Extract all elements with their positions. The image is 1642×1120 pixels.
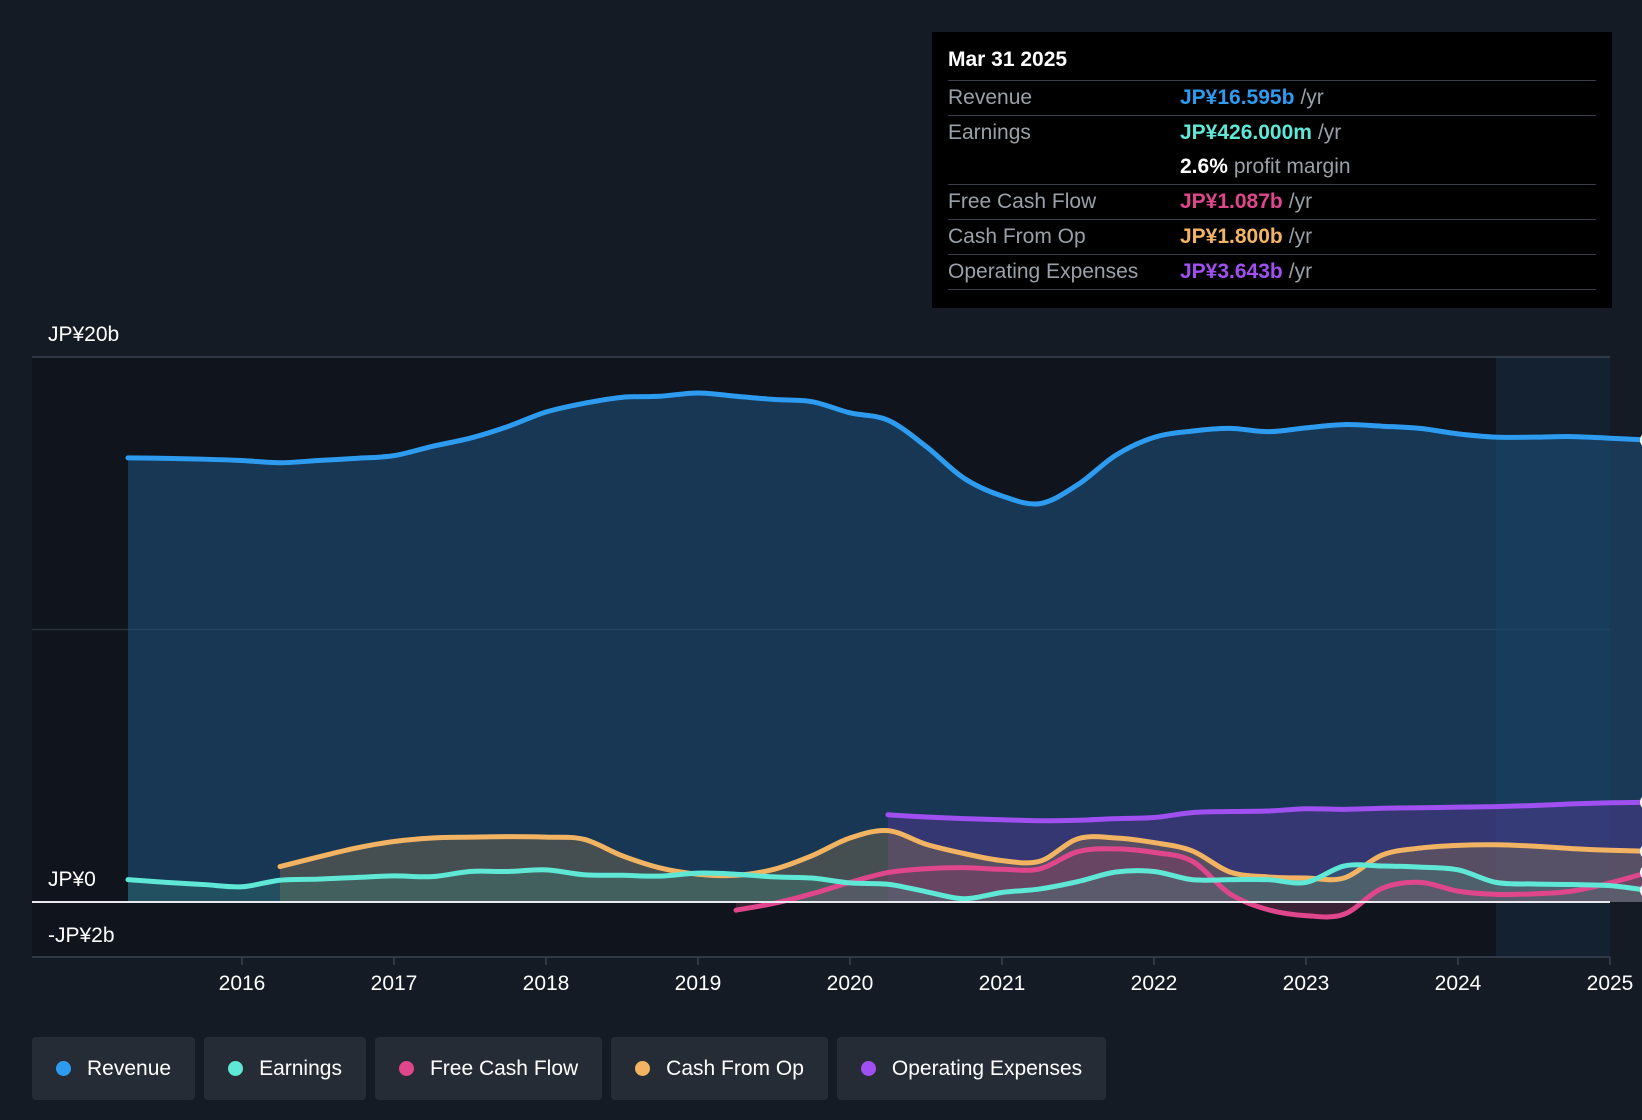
tooltip-value: 2.6%: [1180, 155, 1228, 178]
tooltip-panel: Mar 31 2025 Revenue JP¥16.595b /yr Earni…: [932, 32, 1612, 308]
earnings-line: [125, 862, 1642, 902]
legend-label: Free Cash Flow: [429, 1056, 579, 1080]
y-tick-label: -JP¥2b: [48, 924, 115, 947]
tooltip-value: JP¥1.087b: [1180, 190, 1283, 213]
legend-item-free-cash-flow[interactable]: Free Cash Flow: [374, 1037, 603, 1100]
x-tick-label: 2025: [1587, 972, 1634, 995]
tooltip-value: JP¥426.000m: [1180, 121, 1312, 144]
operating-expenses-line: [885, 799, 1642, 824]
tooltip-unit: /yr: [1300, 86, 1324, 109]
tooltip-row-earnings: Earnings JP¥426.000m /yr: [948, 116, 1596, 150]
tooltip-label: Cash From Op: [948, 225, 1086, 248]
tooltip-unit: /yr: [1288, 225, 1313, 248]
x-tick-label: 2020: [827, 972, 874, 995]
tooltip-row-operating-expenses: Operating Expenses JP¥3.643b /yr: [948, 255, 1596, 290]
tooltip-label: Operating Expenses: [948, 260, 1139, 283]
x-tick-label: 2017: [371, 972, 418, 995]
legend-dot-icon: [56, 1061, 71, 1076]
x-tick-label: 2019: [675, 972, 722, 995]
tooltip-label: Free Cash Flow: [948, 190, 1097, 213]
x-tick-label: 2023: [1283, 972, 1330, 995]
legend-dot-icon: [398, 1061, 414, 1076]
legend-dot-icon: [635, 1061, 651, 1076]
tooltip-row-revenue: Revenue JP¥16.595b /yr: [948, 81, 1596, 116]
tooltip-unit: profit margin: [1233, 155, 1351, 178]
x-tick-label: 2024: [1435, 972, 1482, 995]
tooltip-row-profit-margin: 2.6% profit margin: [948, 150, 1596, 185]
tooltip-label: Earnings: [948, 121, 1031, 144]
tooltip-label: Revenue: [948, 86, 1033, 109]
tooltip-row-free-cash-flow: Free Cash Flow JP¥1.087b /yr: [948, 185, 1596, 220]
x-tick-label: 2022: [1131, 972, 1178, 995]
legend-item-operating-expenses[interactable]: Operating Expenses: [836, 1037, 1107, 1100]
y-tick-label: JP¥20b: [48, 323, 119, 346]
revenue-line: [125, 390, 1642, 507]
tooltip-unit: /yr: [1288, 190, 1313, 213]
x-tick-label: 2021: [979, 972, 1026, 995]
tooltip-value: JP¥1.800b: [1180, 225, 1283, 248]
operating-expenses-area: [888, 802, 1642, 902]
legend-item-cash-from-op[interactable]: Cash From Op: [611, 1037, 828, 1100]
legend-dot-icon: [860, 1061, 876, 1076]
free-cash-flow-line: [733, 846, 1642, 920]
tooltip-unit: /yr: [1288, 260, 1313, 283]
legend-label: Operating Expenses: [891, 1056, 1083, 1080]
tooltip-date: Mar 31 2025: [948, 46, 1596, 81]
legend-label: Cash From Op: [666, 1056, 804, 1080]
earnings-area: [128, 864, 1642, 902]
legend-dot-icon: [228, 1061, 244, 1076]
y-tick-label: JP¥0: [48, 868, 96, 891]
legend: Revenue Earnings Free Cash Flow Cash Fro…: [32, 1037, 1107, 1100]
tooltip-value: JP¥16.595b: [1180, 86, 1295, 109]
tooltip-row-cash-from-op: Cash From Op JP¥1.800b /yr: [948, 220, 1596, 255]
legend-item-earnings[interactable]: Earnings: [204, 1037, 366, 1100]
legend-label: Revenue: [87, 1056, 172, 1080]
cash-from-op-line: [277, 827, 1642, 883]
revenue-area: [128, 392, 1642, 902]
tooltip-label: [948, 150, 1180, 184]
tooltip-unit: /yr: [1317, 121, 1342, 144]
legend-label: Earnings: [259, 1056, 342, 1080]
x-tick-label: 2018: [523, 972, 570, 995]
tooltip-value: JP¥3.643b: [1180, 260, 1283, 283]
x-tick-label: 2016: [219, 972, 266, 995]
legend-item-revenue[interactable]: Revenue: [32, 1037, 196, 1100]
